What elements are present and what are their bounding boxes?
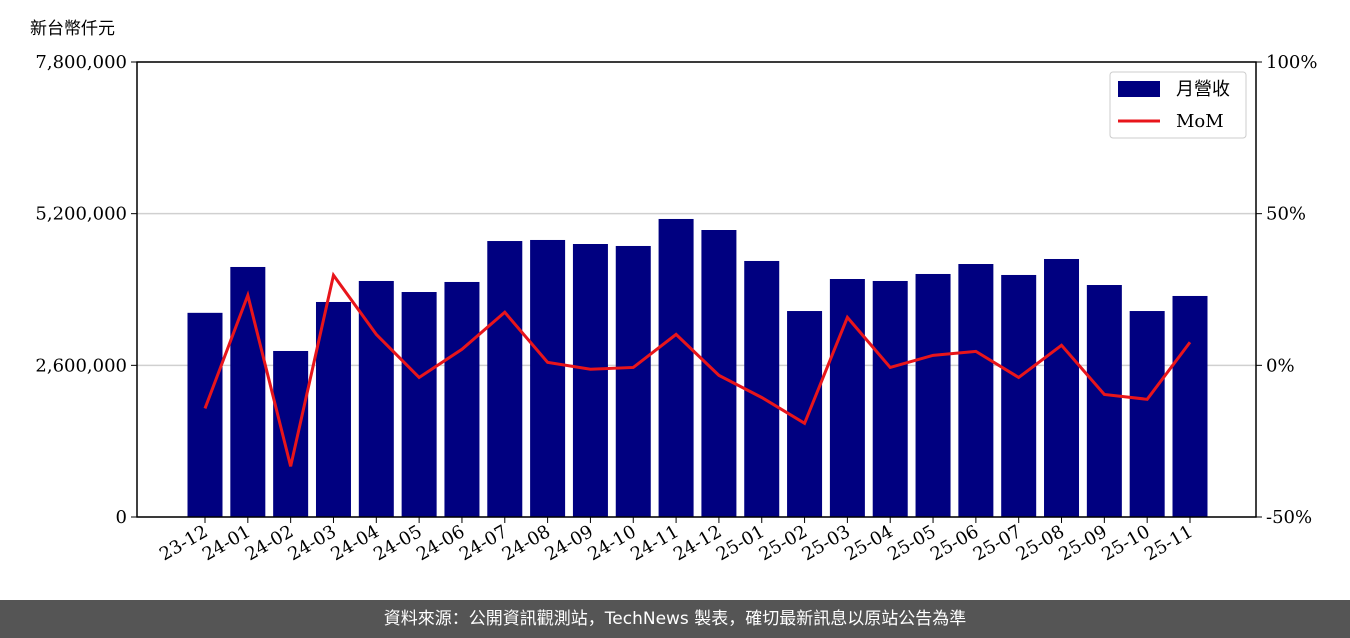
- bar: [487, 241, 523, 517]
- bar: [1129, 311, 1165, 517]
- x-tick-label: 24-04: [327, 521, 382, 565]
- x-tick-label: 24-12: [670, 521, 725, 565]
- bar: [1044, 258, 1080, 517]
- x-tick-label: 24-10: [584, 521, 639, 565]
- bar: [401, 292, 437, 517]
- bar: [744, 260, 780, 517]
- x-tick-label: 24-03: [285, 521, 340, 565]
- x-tick-label: 24-02: [242, 521, 297, 565]
- x-tick-label: 25-11: [1141, 521, 1196, 565]
- y-tick-label: 5,200,000: [35, 204, 127, 225]
- x-tick-label: 24-11: [627, 521, 682, 565]
- line: [203, 271, 1192, 467]
- bar: [187, 312, 223, 517]
- bar: [572, 244, 608, 517]
- x-tick-label: 25-06: [927, 521, 982, 565]
- bar: [872, 280, 908, 517]
- bar: [958, 264, 994, 517]
- y2-tick-label: 50%: [1266, 204, 1306, 225]
- y2-tick-label: 0%: [1266, 355, 1295, 376]
- y-tick-label: 7,800,000: [35, 52, 127, 73]
- legend-label: MoM: [1176, 111, 1224, 132]
- bar: [1172, 295, 1208, 517]
- x-tick-label: 25-09: [1055, 521, 1110, 565]
- bar: [315, 301, 351, 517]
- x-tick-label: 24-07: [456, 521, 511, 565]
- x-tick-label: 25-01: [713, 521, 768, 565]
- bar: [273, 350, 309, 517]
- bar: [1086, 285, 1122, 517]
- y-tick-label: 0: [116, 507, 127, 528]
- y-axis-label: 新台幣仟元: [30, 19, 115, 39]
- bar: [1001, 274, 1037, 517]
- bar: [444, 281, 480, 517]
- chart: 新台幣仟元 0 2,600,000 5,200,000 7,800,000 -50% 0%…: [30, 19, 1317, 565]
- x-tick-label: 24-06: [413, 521, 468, 565]
- x-tick-label: 25-05: [884, 521, 939, 565]
- legend-swatch: [1118, 81, 1160, 97]
- bar: [915, 273, 951, 517]
- x-tick-label: 24-08: [499, 521, 554, 565]
- legend-label: 月營收: [1176, 79, 1230, 100]
- x-tick-label: 24-05: [370, 521, 425, 565]
- footer: 資料來源：公開資訊觀測站，TechNews 製表，確切最新訊息以原站公告為準: [0, 600, 1350, 638]
- x-tick-label: 25-10: [1098, 521, 1153, 565]
- bar: [530, 239, 566, 517]
- bar: [829, 279, 865, 517]
- bar: [615, 245, 651, 517]
- x-tick-label: 25-03: [798, 521, 853, 565]
- bar: [787, 311, 823, 517]
- x-tick-label: 25-07: [970, 521, 1025, 565]
- x-tick-label: 25-04: [841, 521, 896, 565]
- x-tick-label: 24-09: [541, 521, 596, 565]
- y-tick-label: 2,600,000: [35, 355, 127, 376]
- plot-frame: [136, 61, 1257, 518]
- x-tick-label: 25-02: [756, 521, 811, 565]
- legend: 月營收 MoM: [1109, 71, 1247, 139]
- bar: [230, 266, 266, 517]
- x-tick-label: 24-01: [199, 521, 254, 565]
- x-tick-label: 23-12: [156, 521, 211, 565]
- x-tick-label: 25-08: [1013, 521, 1068, 565]
- bar: [658, 218, 694, 517]
- y2-tick-label: 100%: [1266, 52, 1317, 73]
- y2-tick-label: -50%: [1266, 507, 1312, 528]
